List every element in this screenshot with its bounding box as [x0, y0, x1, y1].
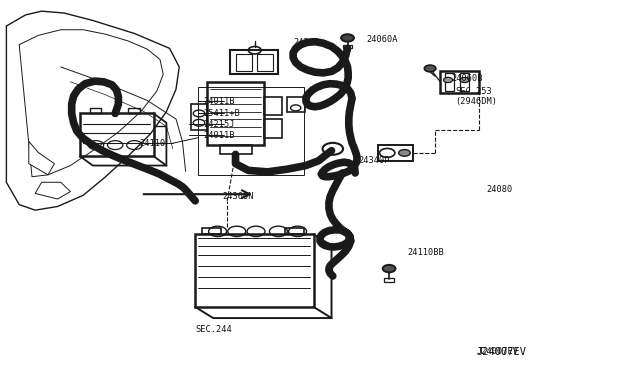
Text: J24007EV: J24007EV	[477, 347, 527, 356]
Bar	[257, 54, 273, 71]
Text: SEC.253
(2946DM): SEC.253 (2946DM)	[456, 87, 498, 106]
Bar	[264, 119, 282, 138]
Bar	[207, 82, 264, 145]
Bar	[80, 113, 154, 156]
Circle shape	[399, 150, 410, 156]
Bar	[440, 71, 479, 93]
Bar	[378, 145, 413, 161]
Text: 24340P: 24340P	[358, 156, 390, 165]
Bar	[343, 45, 352, 48]
Bar	[220, 145, 252, 154]
Bar	[264, 97, 282, 115]
Bar	[384, 278, 394, 282]
Bar	[285, 228, 304, 234]
Text: 24060B: 24060B	[451, 74, 483, 83]
Text: 24011B: 24011B	[204, 97, 235, 106]
Circle shape	[383, 265, 396, 272]
Polygon shape	[29, 141, 54, 175]
Text: SEC.244: SEC.244	[195, 325, 232, 334]
Text: 24110: 24110	[140, 140, 166, 148]
Text: 24345: 24345	[293, 38, 319, 47]
Bar	[445, 73, 454, 91]
Bar	[460, 73, 469, 91]
Bar	[90, 108, 101, 113]
Text: J24007EV: J24007EV	[477, 347, 519, 356]
Circle shape	[444, 77, 452, 83]
Text: 24215J: 24215J	[204, 120, 235, 129]
Circle shape	[460, 77, 469, 83]
Bar	[195, 234, 314, 307]
Polygon shape	[35, 182, 70, 199]
Text: 24060A: 24060A	[366, 35, 397, 44]
Bar	[128, 108, 140, 113]
Text: 24110BB: 24110BB	[407, 248, 444, 257]
Text: 25411+B: 25411+B	[204, 109, 240, 118]
Circle shape	[424, 65, 436, 72]
Circle shape	[341, 34, 354, 42]
Bar	[191, 104, 207, 130]
Text: 24360N: 24360N	[222, 192, 253, 201]
Text: 24080: 24080	[486, 185, 513, 194]
Bar	[198, 87, 304, 175]
Bar	[154, 126, 166, 143]
Text: 24011B: 24011B	[204, 131, 235, 140]
Bar	[287, 97, 305, 112]
Bar	[202, 228, 221, 234]
Bar	[230, 50, 278, 74]
Bar	[236, 54, 252, 71]
